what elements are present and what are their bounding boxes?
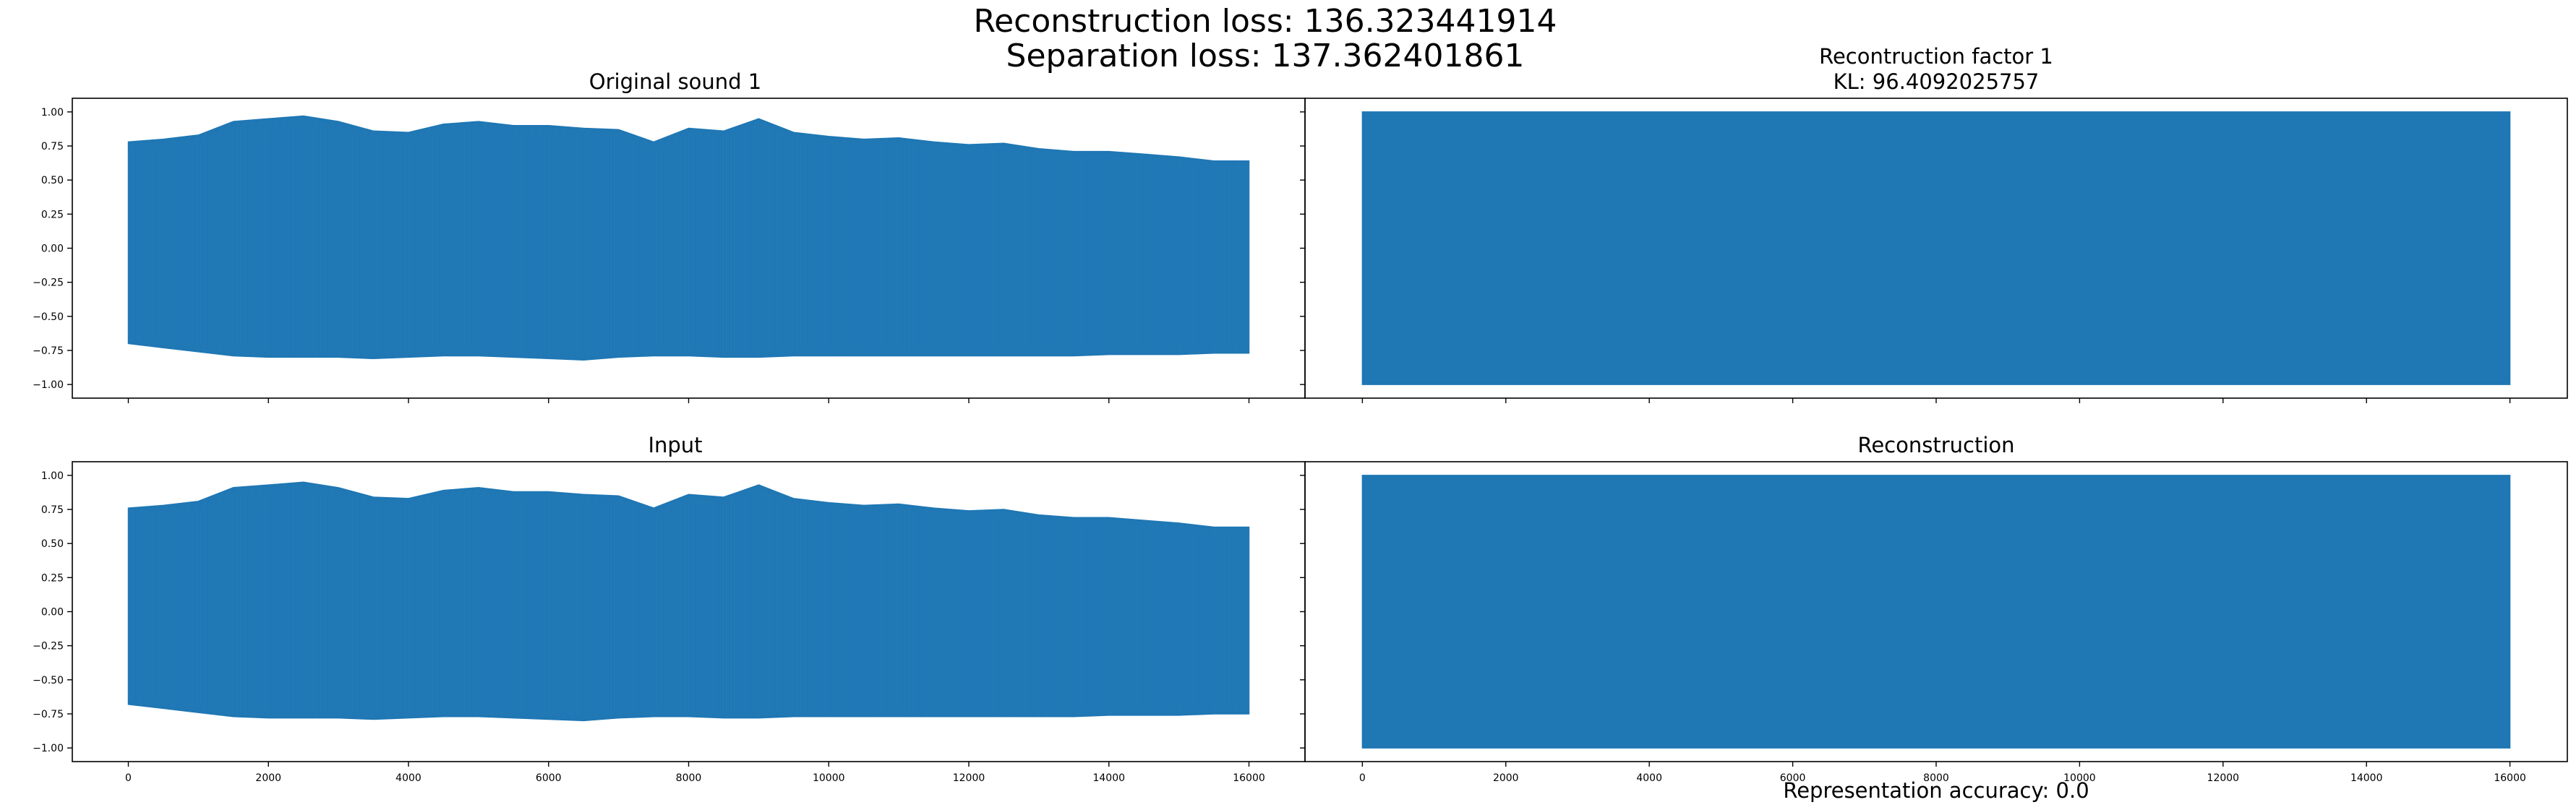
x-tick-label: 8000 [1923,772,1949,784]
x-tick-label: 14000 [2350,772,2383,784]
y-tick-label: 0.50 [41,175,64,186]
y-tick-label: −0.75 [33,345,64,357]
panel-title-reconstruction-factor: Recontruction factor 1 [1819,44,2053,69]
y-tick-label: −0.50 [33,311,64,323]
y-tick-label: 0.25 [41,572,64,584]
panel-title-input: Input [648,433,702,457]
suptitle-line-1: Reconstruction loss: 136.323441914 [974,3,1557,40]
panel-reconstruction-factor [1300,98,2568,403]
waveform-texture [128,482,1249,721]
panel-reconstruction: 0 2000 4000 6000 8000 10000 12000 14000 16000 [1300,461,2568,784]
x-tick-label: 4000 [1636,772,1662,784]
panel-input: 1.00 0.75 0.50 0.25 0.00 −0.25 −0.50 −0.75 −1.00… [33,461,1306,784]
panel-title-reconstruction: Reconstruction [1857,433,2014,457]
y-tick-label: 0.00 [41,607,64,619]
y-tick-label: 0.75 [41,141,64,152]
y-tick-label: −1.00 [33,743,64,754]
y-tick-label: 1.00 [41,470,64,482]
y-tick-label: −0.50 [33,675,64,686]
y-tick-label: −1.00 [33,379,64,391]
x-tick-label: 6000 [536,772,562,784]
waveform-texture [128,116,1249,361]
waveform-series [1361,475,2511,749]
y-tick-label: −0.25 [33,641,64,652]
x-tick-label: 0 [1359,772,1366,784]
y-tick-label: −0.25 [33,277,64,289]
y-tick-label: 0.00 [41,244,64,255]
y-tick-label: −0.75 [33,709,64,720]
x-tick-label: 4000 [395,772,422,784]
y-tick-label: 0.25 [41,209,64,220]
x-tick-label: 8000 [676,772,702,784]
x-tick-label: 10000 [813,772,845,784]
representation-accuracy: Representation accuracy: 0.0 [1783,778,2089,803]
x-tick-label: 10000 [2063,772,2096,784]
panel-title-original-sound: Original sound 1 [589,69,761,94]
waveform-series [1361,111,2511,385]
x-tick-label: 14000 [1092,772,1125,784]
suptitle-line-2: Separation loss: 137.362401861 [1006,38,1525,74]
x-tick-label: 2000 [1493,772,1519,784]
y-tick-label: 0.75 [41,504,64,516]
x-tick-label: 2000 [255,772,281,784]
x-tick-label: 16000 [2494,772,2526,784]
x-tick-label: 6000 [1780,772,1806,784]
panel-subtitle-kl: KL: 96.4092025757 [1833,69,2040,94]
y-tick-label: 1.00 [41,107,64,119]
x-tick-label: 0 [125,772,132,784]
y-tick-label: 0.50 [41,538,64,550]
panel-original-sound: 1.00 0.75 0.50 0.25 0.00 −0.25 −0.50 −0.75 −1.00 [33,98,1306,403]
x-tick-label: 12000 [953,772,985,784]
x-tick-label: 16000 [1233,772,1265,784]
x-tick-label: 12000 [2207,772,2240,784]
